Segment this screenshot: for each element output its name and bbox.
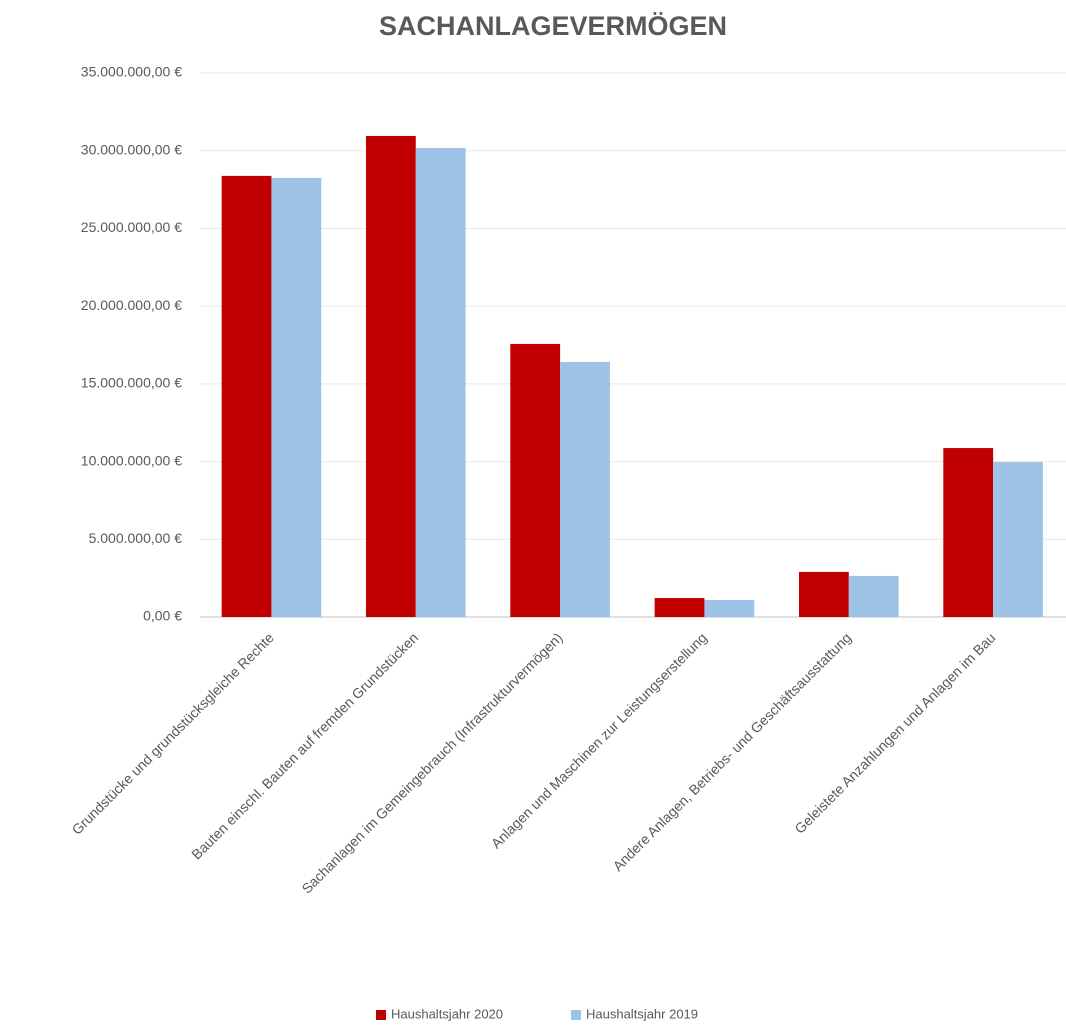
y-tick-label: 25.000.000,00 € — [81, 219, 182, 235]
bar — [704, 600, 755, 617]
x-tick-label: Bauten einschl. Bauten auf fremden Grund… — [188, 629, 421, 862]
y-tick-label: 5.000.000,00 € — [89, 530, 183, 546]
y-tick-label: 20.000.000,00 € — [81, 297, 182, 313]
bar — [798, 571, 849, 617]
y-tick-label: 0,00 € — [143, 608, 182, 624]
y-tick-label: 15.000.000,00 € — [81, 375, 182, 391]
legend-label: Haushaltsjahr 2019 — [586, 1006, 698, 1021]
bar — [993, 462, 1043, 617]
bar — [271, 177, 322, 617]
bar — [510, 343, 561, 617]
bar — [654, 598, 705, 617]
legend-label: Haushaltsjahr 2020 — [391, 1006, 503, 1021]
bar — [943, 448, 994, 617]
bar — [365, 135, 416, 617]
legend-swatch — [376, 1010, 386, 1020]
bar — [560, 361, 610, 617]
bar — [848, 575, 899, 617]
chart-title: SACHANLAGEVERMÖGEN — [379, 11, 727, 41]
bar — [221, 175, 272, 617]
y-tick-label: 35.000.000,00 € — [81, 64, 182, 80]
x-tick-label: Sachanlagen im Gemeingebrauch (Infrastru… — [298, 629, 565, 896]
y-tick-label: 30.000.000,00 € — [81, 141, 182, 157]
y-tick-label: 10.000.000,00 € — [81, 452, 182, 468]
legend-swatch — [571, 1010, 581, 1020]
x-tick-label: Andere Anlagen, Betriebs- und Geschäftsa… — [610, 629, 855, 874]
bar — [415, 147, 466, 617]
